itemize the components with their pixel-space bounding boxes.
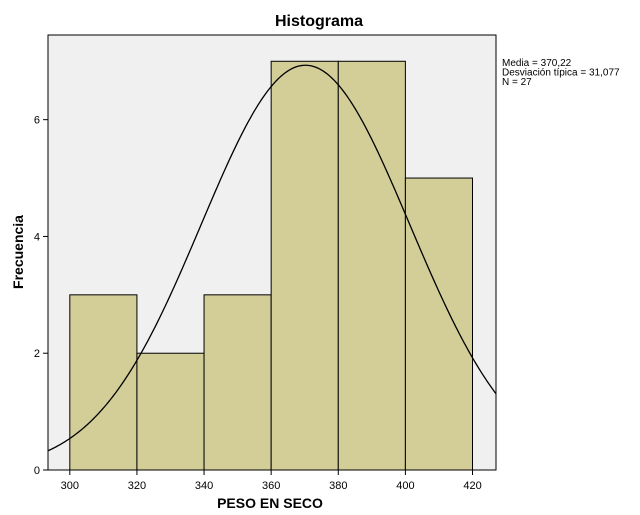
y-axis: 0 2 4 6 — [34, 115, 48, 477]
stat-line-3: N = 27 — [502, 77, 532, 88]
x-tick-label: 360 — [262, 480, 280, 492]
stat-line-2: Desviación típica = 31,077 — [502, 68, 620, 79]
histogram-bar-1 — [69, 294, 138, 471]
y-tick-label: 2 — [34, 348, 40, 360]
x-axis: 300 320 340 360 380 400 420 — [61, 470, 482, 492]
x-tick-label: 320 — [128, 480, 146, 492]
stat-line-1: Media = 370,22 — [502, 58, 572, 69]
histogram-bar-5 — [337, 60, 406, 471]
normal-curve-layer — [47, 64, 497, 452]
histogram-bar-2 — [136, 352, 205, 471]
x-tick-label: 400 — [396, 480, 414, 492]
normal-curve — [47, 64, 497, 452]
histogram-bars — [69, 60, 474, 471]
x-tick-label: 340 — [195, 480, 213, 492]
x-axis-title: PESO EN SECO — [217, 495, 323, 511]
x-tick-label: 300 — [61, 480, 79, 492]
histogram-bar-4 — [270, 60, 339, 471]
chart-title: Histograma — [275, 13, 363, 30]
x-tick-label: 420 — [463, 480, 481, 492]
y-tick-label: 6 — [34, 115, 40, 127]
y-tick-label: 0 — [34, 465, 40, 477]
x-tick-label: 380 — [329, 480, 347, 492]
histogram-bar-3 — [203, 294, 272, 471]
histogram-bar-6 — [404, 177, 474, 471]
y-axis-title: Frecuencia — [10, 215, 26, 289]
y-tick-label: 4 — [34, 231, 40, 243]
